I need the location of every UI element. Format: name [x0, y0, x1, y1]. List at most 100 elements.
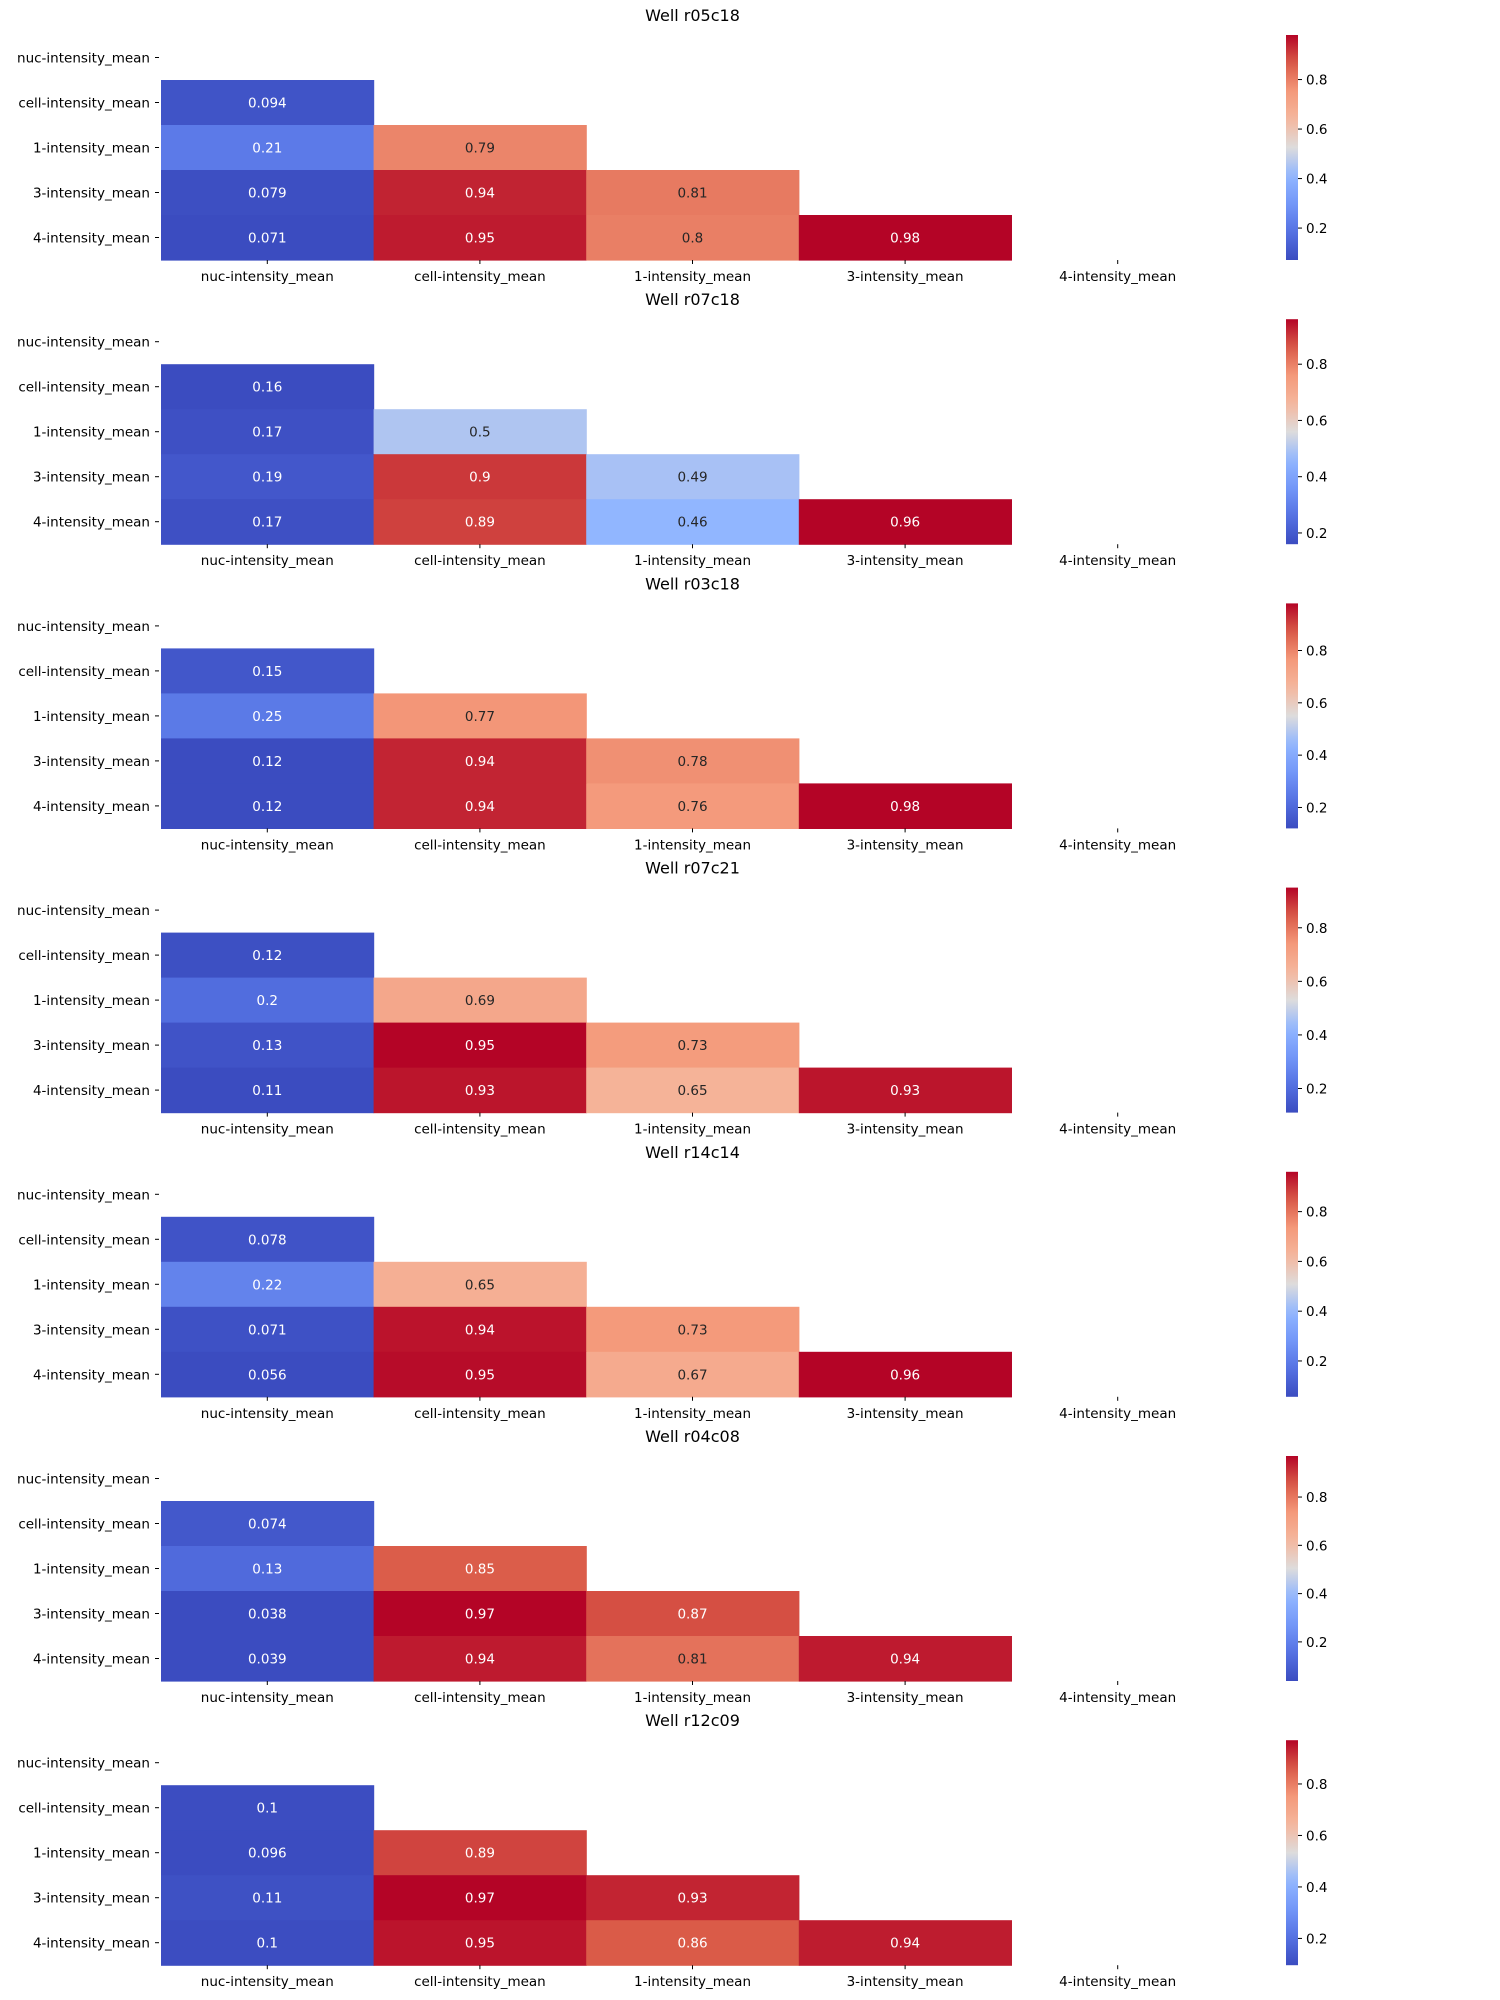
cell-annotation: 0.94 [465, 186, 495, 202]
x-tick-label: 1-intensity_mean [634, 1122, 751, 1138]
colorbar-tick-label: 0.2 [1306, 1635, 1327, 1651]
heatmap-cell [373, 783, 587, 829]
heatmap-cell [798, 1636, 1012, 1682]
heatmap-panel-6: Well r04c08 0.074 0.13 0.85 0.038 0.97 0.87 0.0… [17, 1427, 1327, 1706]
cell-annotation: 0.21 [252, 141, 282, 157]
cell-annotation: 0.12 [252, 948, 282, 964]
cell-annotation: 0.73 [677, 1038, 707, 1054]
y-tick-label: 4-intensity_mean [33, 1367, 150, 1383]
colorbar-tick-label: 0.8 [1306, 1205, 1327, 1221]
y-tick-label: 1-intensity_mean [33, 709, 150, 725]
cell-annotation: 0.039 [248, 1652, 287, 1668]
x-tick-label: 4-intensity_mean [1059, 1406, 1176, 1422]
x-tick-label: 4-intensity_mean [1059, 1122, 1176, 1138]
y-tick-label: 3-intensity_mean [33, 1322, 150, 1338]
cell-annotation: 0.94 [465, 754, 495, 770]
heatmap-cell [373, 454, 587, 500]
cell-annotation: 0.69 [465, 993, 495, 1009]
cell-annotation: 0.93 [465, 1083, 495, 1099]
cell-annotation: 0.25 [252, 709, 282, 725]
cell-annotation: 0.17 [252, 425, 282, 441]
x-tick-label: nuc-intensity_mean [201, 269, 334, 285]
colorbar-tick-label: 0.4 [1306, 470, 1327, 486]
cell-annotation: 0.96 [890, 515, 920, 531]
x-tick-label: nuc-intensity_mean [201, 1974, 334, 1990]
colorbar-tick-label: 0.8 [1306, 1777, 1327, 1793]
heatmap-cell [586, 738, 800, 784]
y-tick-label: nuc-intensity_mean [17, 1756, 150, 1772]
x-tick-label: cell-intensity_mean [414, 1690, 546, 1706]
y-tick-label: nuc-intensity_mean [17, 903, 150, 919]
colorbar [1286, 1740, 1298, 1966]
y-tick-label: 1-intensity_mean [33, 141, 150, 157]
cell-annotation: 0.94 [890, 1936, 920, 1952]
heatmap-cell [373, 1546, 587, 1592]
colorbar-tick-label: 0.2 [1306, 526, 1327, 542]
x-tick-label: cell-intensity_mean [414, 269, 546, 285]
y-tick-label: cell-intensity_mean [18, 1232, 150, 1248]
x-tick-label: 3-intensity_mean [847, 1974, 964, 1990]
colorbar-tick-label: 0.4 [1306, 1880, 1327, 1896]
colorbar [1286, 1456, 1298, 1681]
x-tick-label: cell-intensity_mean [414, 1406, 546, 1422]
x-tick-label: nuc-intensity_mean [201, 1122, 334, 1138]
x-tick-label: 4-intensity_mean [1059, 1974, 1176, 1990]
cell-annotation: 0.98 [890, 799, 920, 815]
heatmap-cell [373, 977, 587, 1024]
heatmap-cell [161, 738, 375, 784]
heatmap-cell [586, 1351, 800, 1398]
colorbar-tick-label: 0.8 [1306, 921, 1327, 937]
heatmap-cell [798, 1351, 1012, 1398]
chart-title: Well r05c18 [645, 6, 740, 25]
cell-annotation: 0.096 [248, 1846, 287, 1862]
cell-annotation: 0.2 [257, 993, 278, 1009]
heatmap-cell [373, 170, 587, 216]
y-tick-label: nuc-intensity_mean [17, 1472, 150, 1488]
y-tick-label: cell-intensity_mean [18, 948, 150, 964]
heatmap-cell [161, 1546, 375, 1592]
heatmap-cell [798, 499, 1012, 545]
colorbar-tick-label: 0.6 [1306, 122, 1327, 138]
cell-annotation: 0.67 [677, 1367, 707, 1383]
chart-title: Well r03c18 [645, 574, 740, 593]
colorbar-tick-label: 0.6 [1306, 974, 1327, 990]
y-tick-label: nuc-intensity_mean [17, 1187, 150, 1203]
heatmap-cell [161, 1920, 375, 1966]
heatmap-cell [798, 783, 1012, 829]
colorbar-tick-label: 0.8 [1306, 73, 1327, 89]
y-tick-label: nuc-intensity_mean [17, 335, 150, 351]
heatmap-cell [373, 1875, 587, 1921]
cell-annotation: 0.17 [252, 515, 282, 531]
heatmap-cell [373, 499, 587, 545]
colorbar-tick-label: 0.2 [1306, 1081, 1327, 1097]
cell-annotation: 0.96 [890, 1367, 920, 1383]
x-tick-label: 3-intensity_mean [847, 269, 964, 285]
y-tick-label: 3-intensity_mean [33, 186, 150, 202]
heatmap-panel-4: Well r07c21 0.12 0.2 0.69 0.13 0.95 0.73 0.11 0.… [17, 859, 1327, 1138]
colorbar-tick-label: 0.4 [1306, 1028, 1327, 1044]
colorbar-tick-label: 0.8 [1306, 357, 1327, 373]
cell-annotation: 0.95 [465, 1038, 495, 1054]
heatmap-cell [161, 499, 375, 545]
cell-annotation: 0.65 [465, 1277, 495, 1293]
heatmap-cell [161, 1067, 375, 1114]
y-tick-label: cell-intensity_mean [18, 1517, 150, 1533]
y-tick-label: 4-intensity_mean [33, 231, 150, 247]
heatmap-cell [586, 1636, 800, 1682]
x-tick-label: 4-intensity_mean [1059, 1690, 1176, 1706]
heatmap-cell [161, 215, 375, 261]
heatmap-cell [161, 932, 375, 979]
colorbar-tick-label: 0.6 [1306, 413, 1327, 429]
chart-title: Well r07c18 [645, 290, 740, 309]
heatmap-cell [373, 409, 587, 455]
heatmap-cell [798, 215, 1012, 261]
colorbar [1286, 1171, 1298, 1397]
heatmap-cell [161, 1306, 375, 1353]
cell-annotation: 0.15 [252, 664, 282, 680]
heatmap-cell [161, 1785, 375, 1831]
cell-annotation: 0.11 [252, 1891, 282, 1907]
colorbar-tick-label: 0.2 [1306, 221, 1327, 237]
heatmap-cell [161, 977, 375, 1024]
cell-annotation: 0.87 [677, 1607, 707, 1623]
